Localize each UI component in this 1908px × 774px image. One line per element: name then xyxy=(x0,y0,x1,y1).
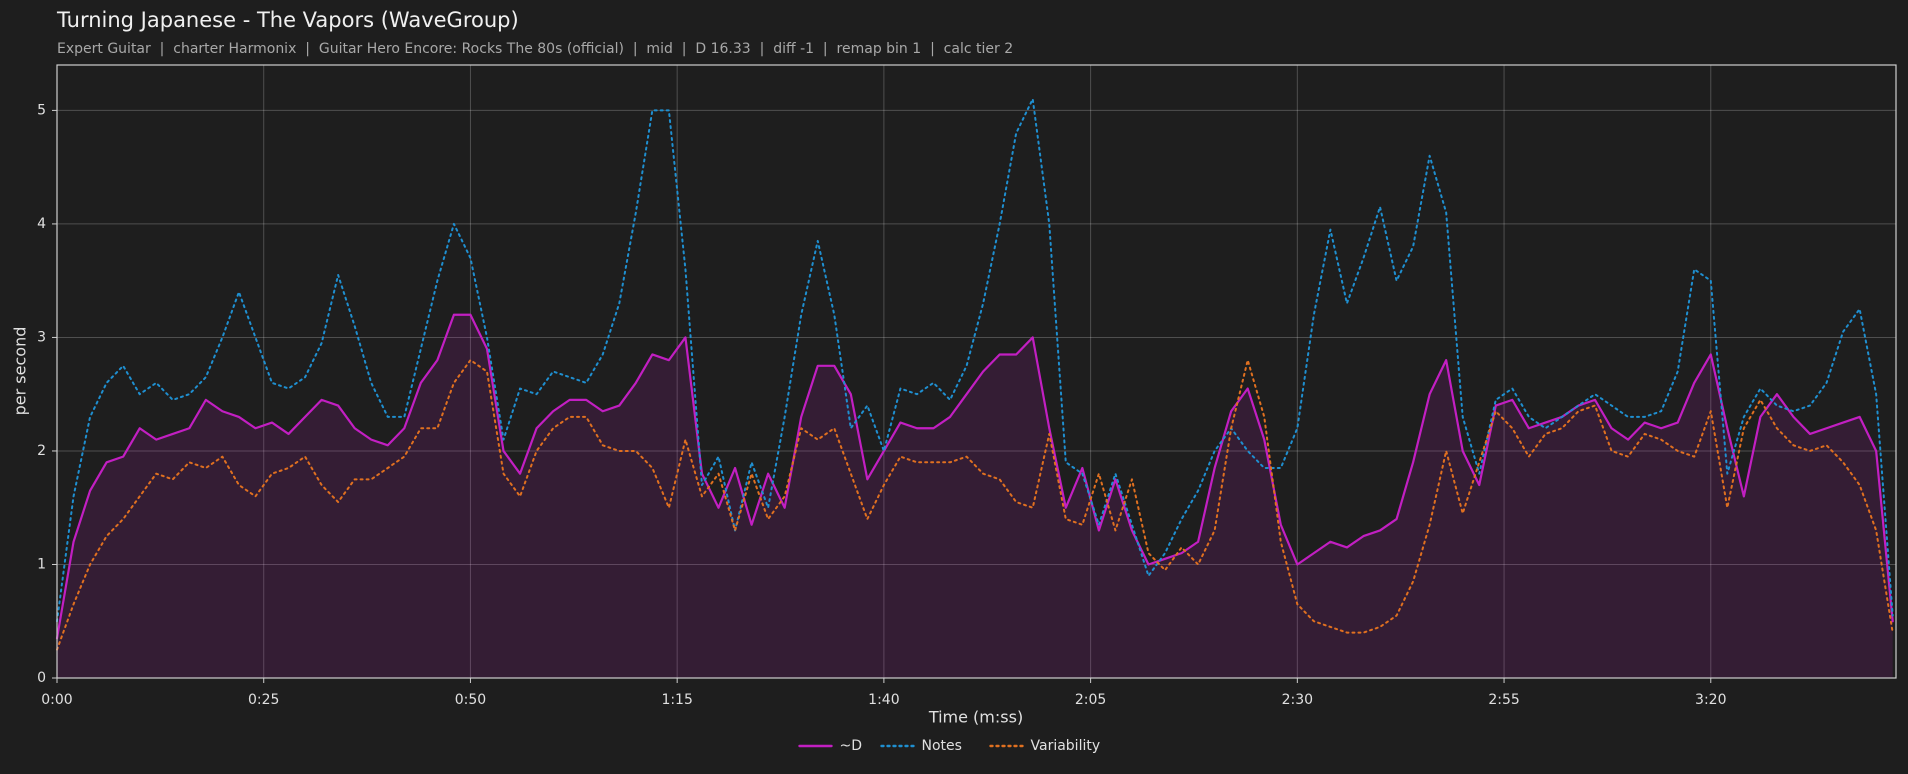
x-tick-label: 3:20 xyxy=(1695,692,1726,708)
y-tick-label: 3 xyxy=(37,329,46,345)
x-tick-label: 0:50 xyxy=(455,692,486,708)
series-line xyxy=(56,98,1894,623)
legend-label: ~D xyxy=(840,738,863,754)
x-tick-label: 1:15 xyxy=(661,692,692,708)
chart-title: Turning Japanese - The Vapors (WaveGroup… xyxy=(56,8,519,32)
y-tick-label: 2 xyxy=(37,443,46,459)
x-tick-label: 1:40 xyxy=(868,692,899,708)
y-tick-label: 4 xyxy=(37,216,46,232)
y-tick-label: 5 xyxy=(37,102,46,118)
x-tick-label: 2:05 xyxy=(1075,692,1106,708)
x-tick-label: 0:00 xyxy=(41,692,72,708)
series-line xyxy=(55,313,1894,640)
x-tick-label: 2:55 xyxy=(1488,692,1519,708)
chart-subtitle: Expert Guitar | charter Harmonix | Guita… xyxy=(57,41,1013,57)
area-fill xyxy=(57,314,1893,678)
legend: ~D Notes Variability xyxy=(798,738,1101,754)
x-tick-label: 2:30 xyxy=(1282,692,1313,708)
plot-frame xyxy=(56,64,1897,679)
plot-area xyxy=(55,98,1894,678)
grid xyxy=(56,65,1896,679)
y-axis-label: per second xyxy=(11,327,30,416)
y-tick-label: 0 xyxy=(37,670,46,686)
legend-label: Variability xyxy=(1031,738,1101,754)
y-tick-label: 1 xyxy=(37,556,46,572)
x-tick-label: 0:25 xyxy=(248,692,279,708)
series-line xyxy=(56,359,1894,651)
legend-label: Notes xyxy=(922,738,962,754)
axes: 0 1 2 3 4 5 0:00 0:25 0:50 1:15 1:40 2:05 2:30 2:55 3:… xyxy=(37,102,1726,708)
x-axis-label: Time (m:ss) xyxy=(928,708,1023,727)
